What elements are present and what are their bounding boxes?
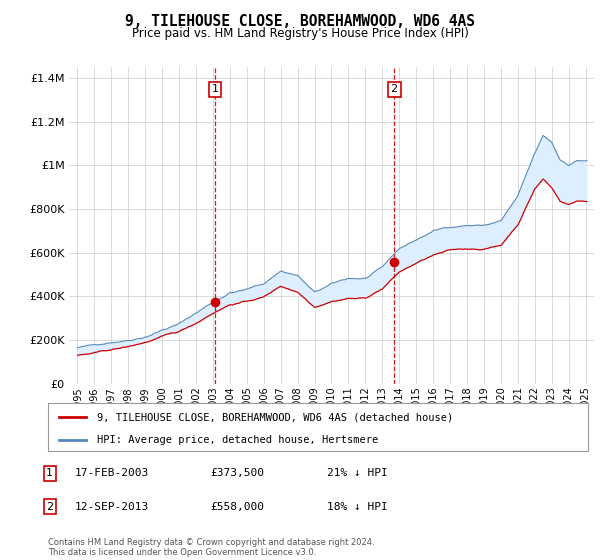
Text: Price paid vs. HM Land Registry's House Price Index (HPI): Price paid vs. HM Land Registry's House … (131, 27, 469, 40)
Text: 9, TILEHOUSE CLOSE, BOREHAMWOOD, WD6 4AS: 9, TILEHOUSE CLOSE, BOREHAMWOOD, WD6 4AS (125, 14, 475, 29)
FancyBboxPatch shape (48, 403, 588, 451)
Text: 12-SEP-2013: 12-SEP-2013 (75, 502, 149, 512)
Text: £373,500: £373,500 (210, 468, 264, 478)
Text: 17-FEB-2003: 17-FEB-2003 (75, 468, 149, 478)
Text: Contains HM Land Registry data © Crown copyright and database right 2024.
This d: Contains HM Land Registry data © Crown c… (48, 538, 374, 557)
Text: HPI: Average price, detached house, Hertsmere: HPI: Average price, detached house, Hert… (97, 435, 378, 445)
Text: 2: 2 (46, 502, 53, 512)
Text: 2: 2 (391, 85, 398, 94)
Text: 9, TILEHOUSE CLOSE, BOREHAMWOOD, WD6 4AS (detached house): 9, TILEHOUSE CLOSE, BOREHAMWOOD, WD6 4AS… (97, 413, 453, 422)
Text: 1: 1 (212, 85, 218, 94)
Text: 21% ↓ HPI: 21% ↓ HPI (327, 468, 388, 478)
Text: 18% ↓ HPI: 18% ↓ HPI (327, 502, 388, 512)
Text: £558,000: £558,000 (210, 502, 264, 512)
Text: 1: 1 (46, 468, 53, 478)
